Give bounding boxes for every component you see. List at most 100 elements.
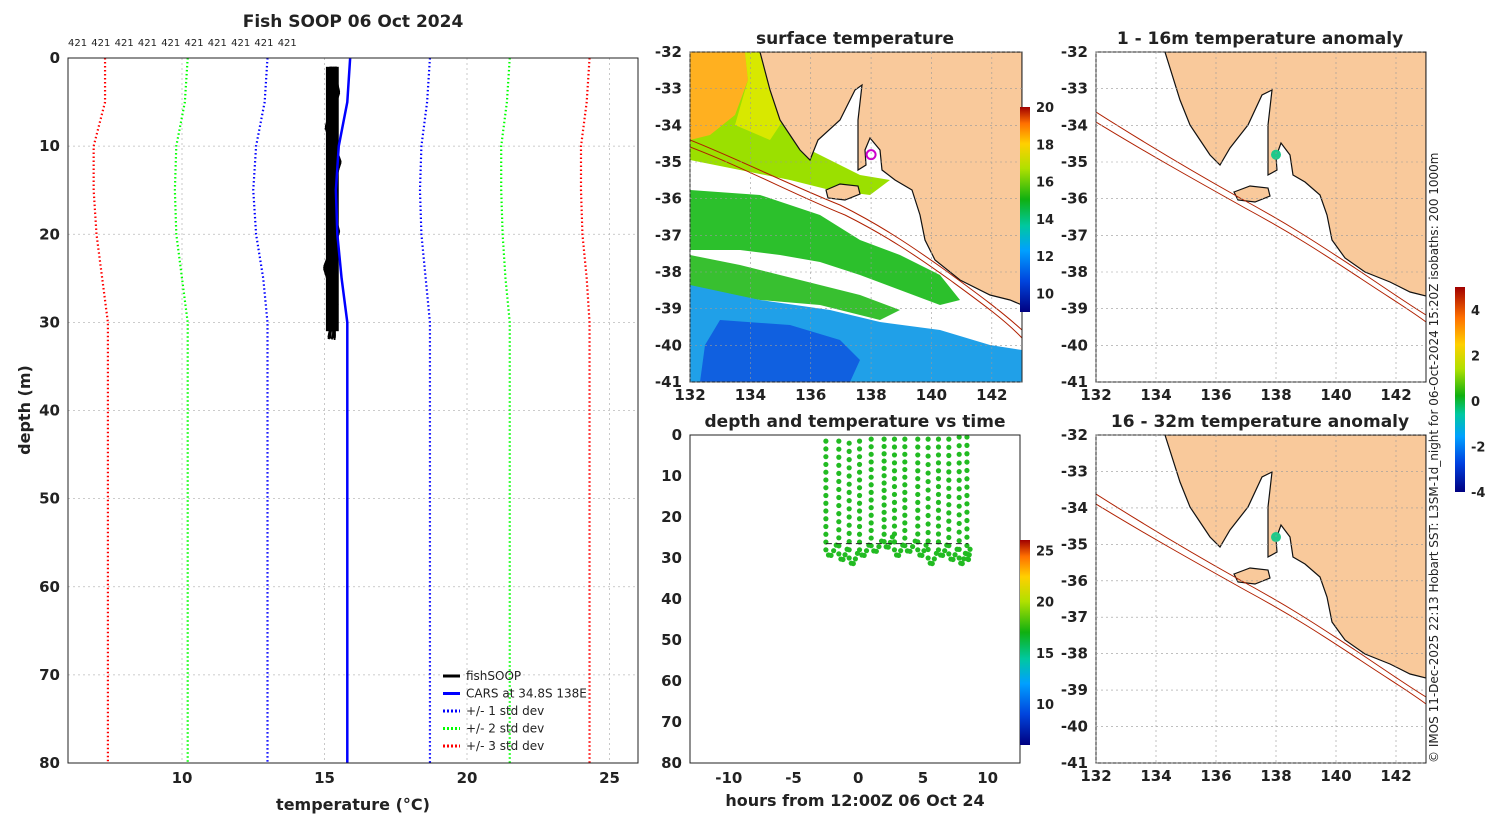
profile-ytick-label: 60 — [39, 578, 60, 596]
ts-dive-point — [856, 461, 863, 468]
ts-xtick-label: 5 — [918, 769, 928, 787]
ts-dive-point — [925, 546, 931, 553]
ts-dive-point — [902, 474, 908, 480]
sst-marker-circle — [865, 149, 877, 161]
profile-ticks: 10 15 20 25 0 10 20 30 40 50 60 70 80 — [39, 49, 620, 787]
ts-dive-point — [881, 531, 887, 537]
map-ytick-label: -41 — [655, 373, 682, 391]
timeseries-panel: depth and temperature vs time -10 -5 0 5 10 0… — [661, 412, 1054, 810]
ts-dive-point — [935, 460, 942, 466]
ts-dive-point — [915, 515, 921, 521]
ts-dive-point — [902, 527, 908, 534]
map-ytick-label: -35 — [655, 153, 682, 171]
sst-colorbar-tick-label: 10 — [1036, 287, 1054, 302]
ts-dive-point — [946, 543, 952, 549]
ts-dive-point — [946, 502, 952, 508]
ts-dive-point — [891, 483, 898, 490]
ts-dive-point — [846, 539, 852, 545]
ts-dive-point — [956, 520, 962, 527]
map-ytick-label: -37 — [1061, 608, 1088, 626]
map-ytick-label: -41 — [1061, 373, 1088, 391]
anom-colorbar-bar — [1455, 287, 1465, 492]
profile-panel: Fish SOOP 06 Oct 2024 421 421 421 421 421 421… — [15, 12, 639, 814]
profile-stddev-line — [579, 58, 591, 763]
ts-dive-point — [946, 534, 952, 541]
ts-dive-point — [925, 444, 931, 451]
ts-dive-point — [898, 548, 904, 554]
ts-ytick-label: 0 — [672, 426, 682, 444]
sst-location-marker — [865, 149, 877, 161]
ts-dive-point — [836, 551, 842, 557]
ts-dive-point — [856, 446, 863, 452]
ts-ytick-label: 50 — [661, 631, 682, 649]
ts-dive-point — [881, 524, 887, 530]
map-ytick-label: -34 — [1061, 116, 1088, 134]
anom2-island — [1233, 567, 1271, 585]
map-xtick-label: 132 — [1080, 386, 1111, 404]
ts-dive-point — [915, 491, 921, 498]
sample-count-label: 421 — [185, 38, 204, 49]
ts-dive-point — [915, 531, 921, 537]
map-ytick-label: -35 — [1061, 153, 1088, 171]
ts-dive-point — [931, 556, 937, 562]
ts-dive-point — [964, 517, 970, 524]
ts-dive-point — [891, 539, 898, 545]
anom1-land — [1164, 52, 1426, 297]
map-ytick-label: -38 — [1061, 645, 1088, 663]
ts-dive-point — [856, 508, 863, 514]
ts-dive-point — [935, 483, 942, 490]
ts-dive-point — [946, 526, 952, 532]
legend-label: +/- 2 std dev — [466, 722, 544, 736]
ts-dive-point — [946, 444, 952, 450]
anom-colorbar-tick-label: 4 — [1471, 304, 1480, 319]
anom1-isobath-1000 — [1096, 121, 1426, 323]
ts-dive-point — [846, 555, 852, 561]
ts-dive-point — [891, 452, 898, 458]
ts-dive-point — [902, 512, 908, 518]
anom2-land — [1164, 435, 1426, 679]
ts-dive-point — [846, 448, 852, 454]
ts-dive-point — [846, 530, 852, 537]
ts-dive-point — [915, 483, 921, 490]
map-xtick-label: 140 — [916, 386, 947, 404]
ts-dive-point — [915, 547, 921, 553]
map-ytick-label: -34 — [655, 116, 682, 134]
profile-stddev-line — [252, 58, 269, 763]
ts-dive-point — [846, 514, 852, 520]
ts-dive-point — [925, 487, 931, 493]
anom2-marker-dot — [1271, 532, 1281, 543]
ts-dive-point — [946, 551, 952, 557]
ts-dive-point — [964, 484, 970, 490]
ts-colorbar-tick-label: 10 — [1036, 698, 1054, 713]
ts-dive-point — [836, 502, 842, 509]
ts-dive-point — [840, 556, 846, 563]
ts-dive-point — [881, 443, 887, 450]
ts-dive-point — [946, 510, 952, 516]
sst-island — [825, 183, 861, 201]
ts-dive-point — [961, 556, 967, 562]
map-ytick-label: -32 — [1061, 426, 1088, 444]
ts-dive-point — [823, 438, 829, 444]
map-xtick-label: 136 — [1200, 767, 1231, 785]
profile-ytick-label: 30 — [39, 313, 60, 331]
ts-dive-point — [946, 469, 952, 475]
ts-dive-point — [891, 523, 898, 529]
map-ytick-label: -33 — [1061, 80, 1088, 98]
map-xtick-label: 142 — [1380, 386, 1411, 404]
ts-dive-point — [856, 547, 863, 553]
sst-isobath-200 — [690, 139, 1022, 331]
ts-dive-point — [881, 465, 887, 471]
map-ytick-label: -38 — [655, 263, 682, 281]
ts-dive-point — [823, 477, 829, 483]
map-ytick-label: -33 — [1061, 462, 1088, 480]
profile-xlabel-unit: (°C) — [396, 795, 430, 814]
ts-dive-point — [881, 539, 887, 545]
ts-dive-point — [935, 444, 942, 450]
ts-dive-point — [836, 543, 842, 549]
ts-dive-point — [925, 529, 931, 536]
anom-colorbar-tick-label: -2 — [1471, 440, 1485, 455]
ts-dive-point — [964, 492, 970, 499]
ts-dive-point — [965, 556, 972, 563]
profile-stddev-line — [173, 58, 189, 763]
ts-dive-point — [868, 474, 874, 480]
